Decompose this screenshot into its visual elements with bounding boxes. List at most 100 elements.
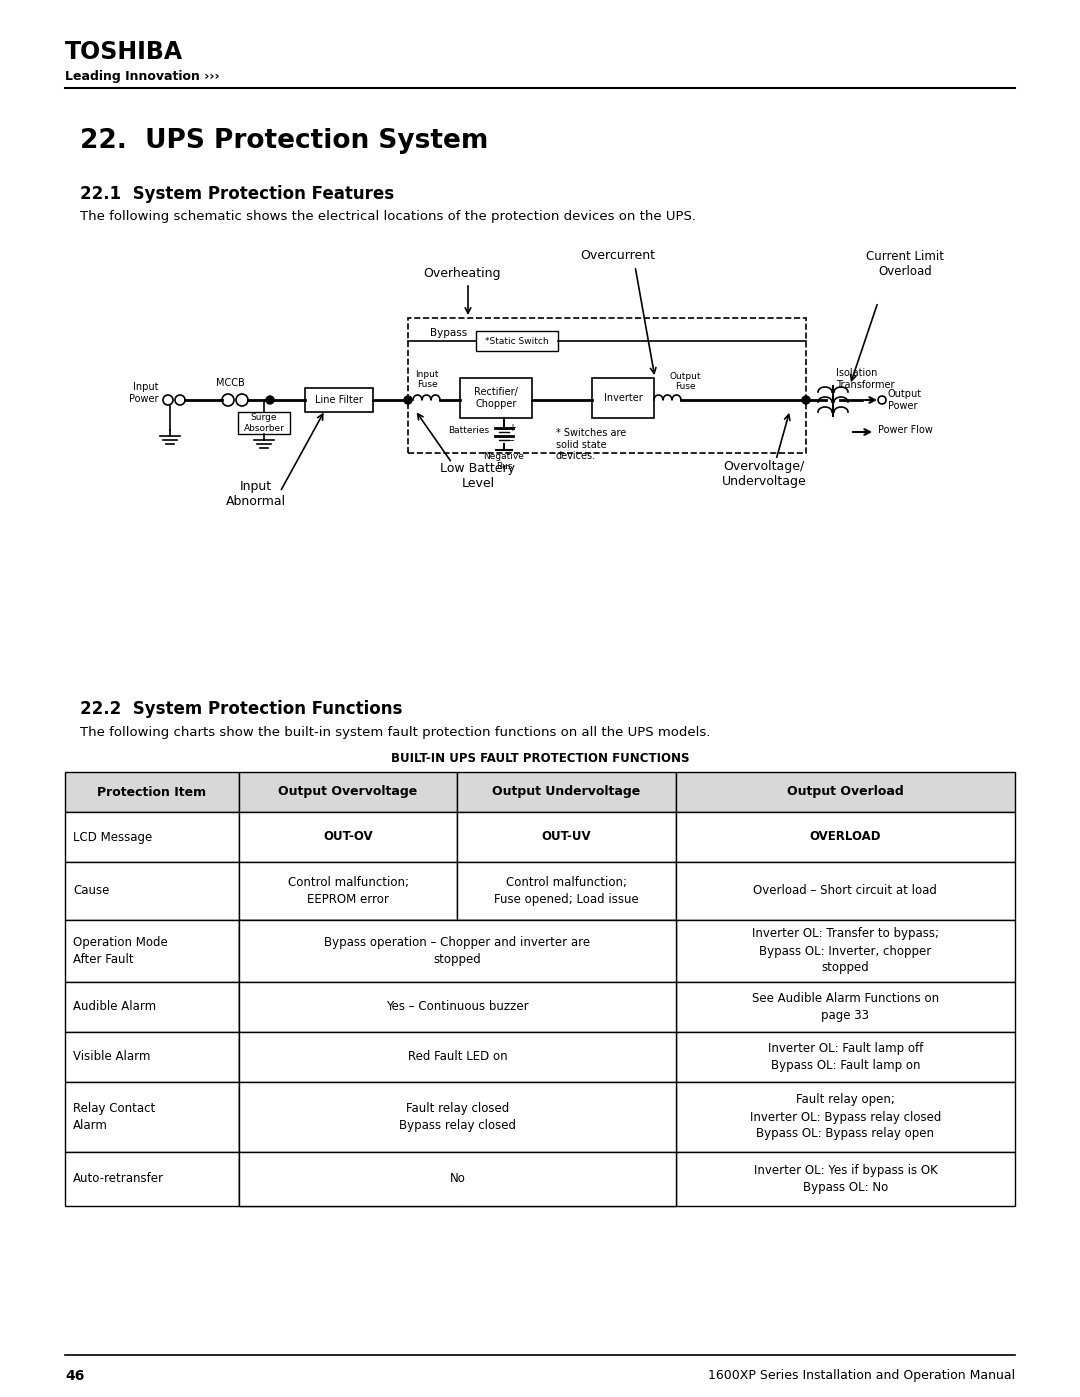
Bar (65, 1153, 239, 1206)
Bar (676, 982, 1015, 1032)
Bar (676, 812, 1015, 862)
Bar (676, 1153, 1015, 1206)
Text: See Audible Alarm Functions on
page 33: See Audible Alarm Functions on page 33 (752, 992, 939, 1023)
Text: Operation Mode
After Fault: Operation Mode After Fault (73, 936, 167, 965)
Bar (65, 1032, 239, 1083)
Bar (676, 773, 1015, 812)
Text: Audible Alarm: Audible Alarm (73, 1000, 157, 1013)
Circle shape (404, 395, 411, 404)
Text: Cause: Cause (73, 884, 109, 897)
Bar (239, 1032, 676, 1083)
Text: –: – (508, 434, 514, 446)
Bar (592, 379, 654, 418)
Circle shape (802, 395, 810, 404)
Text: Output Undervoltage: Output Undervoltage (492, 785, 640, 799)
Text: Power Flow: Power Flow (878, 425, 933, 434)
Text: 22.  UPS Protection System: 22. UPS Protection System (80, 129, 488, 154)
Text: Negative
Bus: Negative Bus (484, 453, 525, 471)
Bar (239, 1153, 457, 1206)
Text: 1600XP Series Installation and Operation Manual: 1600XP Series Installation and Operation… (707, 1369, 1015, 1382)
Text: Input
Fuse: Input Fuse (415, 370, 438, 390)
Bar (239, 812, 457, 862)
Bar (239, 1083, 457, 1153)
Text: No: No (449, 1172, 465, 1186)
Bar (65, 862, 239, 921)
Bar (239, 1032, 457, 1083)
Bar (457, 773, 676, 812)
Text: Overload – Short circuit at load: Overload – Short circuit at load (754, 884, 937, 897)
Text: TOSHIBA: TOSHIBA (65, 41, 184, 64)
Text: Output
Power: Output Power (888, 390, 922, 411)
Text: Control malfunction;
EEPROM error: Control malfunction; EEPROM error (287, 876, 408, 907)
Text: Visible Alarm: Visible Alarm (73, 1051, 150, 1063)
Text: Overcurrent: Overcurrent (581, 249, 656, 263)
Text: Rectifier/
Chopper: Rectifier/ Chopper (474, 387, 518, 409)
Bar (65, 812, 239, 862)
Bar (239, 1153, 676, 1206)
Text: Auto-retransfer: Auto-retransfer (73, 1172, 164, 1186)
Text: Input
Power: Input Power (129, 383, 158, 404)
Text: OVERLOAD: OVERLOAD (810, 830, 881, 844)
Circle shape (222, 394, 234, 407)
Bar (457, 862, 676, 921)
Text: Output Overload: Output Overload (787, 785, 904, 799)
Text: Line Filter: Line Filter (315, 395, 363, 405)
Bar (460, 379, 532, 418)
Text: Yes – Continuous buzzer: Yes – Continuous buzzer (386, 1000, 529, 1013)
Bar (239, 1083, 676, 1153)
Text: 22.2  System Protection Functions: 22.2 System Protection Functions (80, 700, 403, 718)
Text: Bypass: Bypass (430, 328, 468, 338)
Bar (239, 862, 457, 921)
Bar (676, 921, 1015, 982)
Bar (239, 982, 676, 1032)
Bar (65, 921, 239, 982)
Text: * Switches are
solid state
devices.: * Switches are solid state devices. (556, 427, 626, 461)
Bar (239, 921, 457, 982)
Text: Leading Innovation ›››: Leading Innovation ››› (65, 70, 219, 82)
Bar (65, 773, 239, 812)
Text: Isolation
Transformer: Isolation Transformer (836, 367, 894, 390)
Text: Inverter: Inverter (604, 393, 643, 402)
Bar (65, 982, 239, 1032)
Text: Control malfunction;
Fuse opened; Load issue: Control malfunction; Fuse opened; Load i… (495, 876, 639, 907)
Text: Input
Abnormal: Input Abnormal (226, 481, 286, 509)
Circle shape (237, 394, 248, 407)
Text: OUT-OV: OUT-OV (323, 830, 373, 844)
Text: Fault relay closed
Bypass relay closed: Fault relay closed Bypass relay closed (399, 1102, 516, 1132)
Bar (239, 773, 457, 812)
Text: Inverter OL: Fault lamp off
Bypass OL: Fault lamp on: Inverter OL: Fault lamp off Bypass OL: F… (768, 1042, 923, 1071)
Bar (457, 1153, 676, 1206)
Bar (457, 1032, 676, 1083)
Text: Bypass operation – Chopper and inverter are
stopped: Bypass operation – Chopper and inverter … (324, 936, 591, 965)
Bar (676, 862, 1015, 921)
Bar (239, 921, 676, 982)
Bar (457, 921, 676, 982)
Text: 22.1  System Protection Features: 22.1 System Protection Features (80, 184, 394, 203)
Bar (676, 1083, 1015, 1153)
Bar (457, 1083, 676, 1153)
Text: Inverter OL: Yes if bypass is OK
Bypass OL: No: Inverter OL: Yes if bypass is OK Bypass … (754, 1164, 937, 1194)
Text: Surge
Absorber: Surge Absorber (244, 414, 284, 433)
Text: Red Fault LED on: Red Fault LED on (407, 1051, 508, 1063)
Bar (676, 1032, 1015, 1083)
Text: Batteries: Batteries (448, 426, 489, 434)
Text: LCD Message: LCD Message (73, 830, 152, 844)
Text: Low Battery
Level: Low Battery Level (441, 462, 515, 490)
Text: Overvoltage/
Undervoltage: Overvoltage/ Undervoltage (721, 460, 807, 488)
Text: MCCB: MCCB (216, 379, 244, 388)
Text: Output
Fuse: Output Fuse (670, 372, 701, 391)
Bar (65, 1083, 239, 1153)
Bar (305, 388, 373, 412)
Bar (457, 812, 676, 862)
Text: The following charts show the built-in system fault protection functions on all : The following charts show the built-in s… (80, 726, 711, 739)
Text: Inverter OL: Transfer to bypass;
Bypass OL: Inverter, chopper
stopped: Inverter OL: Transfer to bypass; Bypass … (752, 928, 939, 975)
Text: +: + (508, 423, 516, 433)
Text: *Static Switch: *Static Switch (485, 337, 549, 345)
Text: Overheating: Overheating (423, 267, 501, 279)
Text: Current Limit
Overload: Current Limit Overload (866, 250, 944, 278)
Text: Protection Item: Protection Item (97, 785, 206, 799)
Text: The following schematic shows the electrical locations of the protection devices: The following schematic shows the electr… (80, 210, 696, 224)
Bar (238, 412, 291, 434)
Bar (476, 331, 558, 351)
Text: Output Overvoltage: Output Overvoltage (279, 785, 418, 799)
